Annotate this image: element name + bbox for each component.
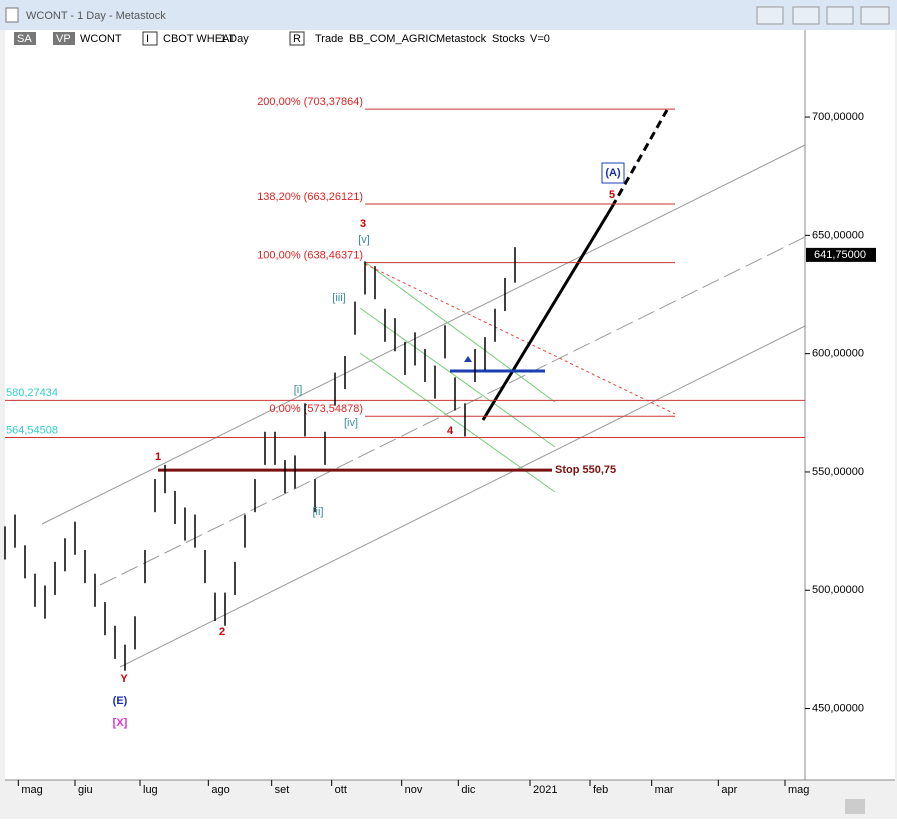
x-tick-label: apr	[721, 784, 737, 796]
wave-box	[601, 162, 625, 184]
projection-dashed	[610, 109, 669, 208]
channel-line	[119, 325, 806, 668]
projection-line	[481, 206, 614, 421]
green-channel	[359, 307, 556, 448]
x-tick-label: mar	[655, 784, 674, 796]
last-price-label: 641,75000	[814, 249, 866, 261]
toolbar-label: 1 Day	[220, 33, 249, 45]
x-tick-label: mag	[21, 784, 42, 796]
x-tick-label: dic	[461, 784, 476, 796]
y-tick-label: 550,00000	[812, 466, 864, 478]
toolbar-label: Stocks	[492, 33, 526, 45]
channel-mid-line	[99, 236, 806, 586]
chart-area	[5, 30, 895, 780]
x-tick-label: giu	[78, 784, 93, 796]
y-tick-label: 600,00000	[812, 348, 864, 360]
title-bar	[0, 0, 897, 30]
x-tick-label: 2021	[533, 784, 557, 796]
last-price-box	[806, 247, 876, 262]
x-tick-label: set	[275, 784, 290, 796]
wave-label: 4	[447, 425, 454, 437]
wave-label: [X]	[113, 717, 128, 729]
toolbar-button	[142, 31, 158, 46]
scroll-thumb[interactable]	[845, 799, 865, 814]
wave-label: [i]	[294, 384, 303, 396]
window-title: WCONT - 1 Day - Metastock	[26, 10, 166, 22]
level-label: 564,54508	[6, 424, 58, 436]
stop-label: Stop 550,75	[555, 464, 616, 476]
wave-label: (A)	[605, 167, 621, 179]
button-maximize[interactable]	[826, 6, 854, 25]
toolbar-label: CBOT WHEAT	[163, 33, 236, 45]
fib-label: 200,00% (703,37864)	[257, 96, 363, 108]
wave-label: 3	[360, 218, 366, 230]
wave-label: 1	[155, 451, 161, 463]
toolbar-label: V=0	[530, 33, 550, 45]
button-minimize[interactable]	[792, 6, 820, 25]
x-tick-label: ago	[211, 784, 229, 796]
toolbar-button	[289, 31, 305, 46]
wave-label: [v]	[358, 234, 370, 246]
y-tick-label: 500,00000	[812, 584, 864, 596]
fib-label: 138,20% (663,26121)	[257, 191, 363, 203]
y-tick-label: 700,00000	[812, 111, 864, 123]
toolbar-label: VP	[56, 33, 71, 45]
plot: 200,00% (703,37864)138,20% (663,26121)10…	[4, 96, 806, 729]
x-tick-label: ott	[335, 784, 347, 796]
fib-label: 0,00% (573,54878)	[269, 403, 363, 415]
arrow-icon	[464, 356, 472, 362]
x-tick-label: feb	[593, 784, 608, 796]
toolbar-label: Metastock	[436, 33, 487, 45]
fib-label: 100,00% (638,46371)	[257, 250, 363, 262]
wave-label: [iii]	[332, 292, 345, 304]
wave-label: 2	[219, 626, 225, 638]
toolbar-button[interactable]	[53, 32, 75, 45]
scrollbar[interactable]	[5, 797, 895, 817]
x-tick-label: lug	[143, 784, 158, 796]
toolbar-label: BB_COM_AGRIC	[349, 33, 436, 45]
toolbar-button[interactable]	[14, 32, 36, 45]
toolbar-label: I	[146, 33, 149, 45]
button-close[interactable]	[860, 6, 890, 25]
toolbar-label: WCONT	[80, 33, 122, 45]
toolbar-label: R	[293, 33, 301, 45]
button-restore[interactable]	[756, 6, 784, 25]
wave-label: [iv]	[344, 417, 358, 429]
y-tick-label: 450,00000	[812, 702, 864, 714]
green-channel	[364, 261, 556, 403]
level-label: 580,27434	[6, 387, 58, 399]
wave-label: Y	[120, 673, 128, 685]
toolbar-label: Trade	[315, 33, 343, 45]
toolbar-label: SA	[17, 33, 32, 45]
wave-label: (E)	[113, 695, 128, 707]
channel-line	[41, 144, 806, 525]
x-tick-label: nov	[405, 784, 423, 796]
app-icon	[5, 7, 19, 23]
wave-label: [ii]	[313, 506, 324, 518]
y-tick-label: 650,00000	[812, 229, 864, 241]
wave-label: 5	[609, 189, 615, 201]
x-tick-label: mag	[788, 784, 809, 796]
